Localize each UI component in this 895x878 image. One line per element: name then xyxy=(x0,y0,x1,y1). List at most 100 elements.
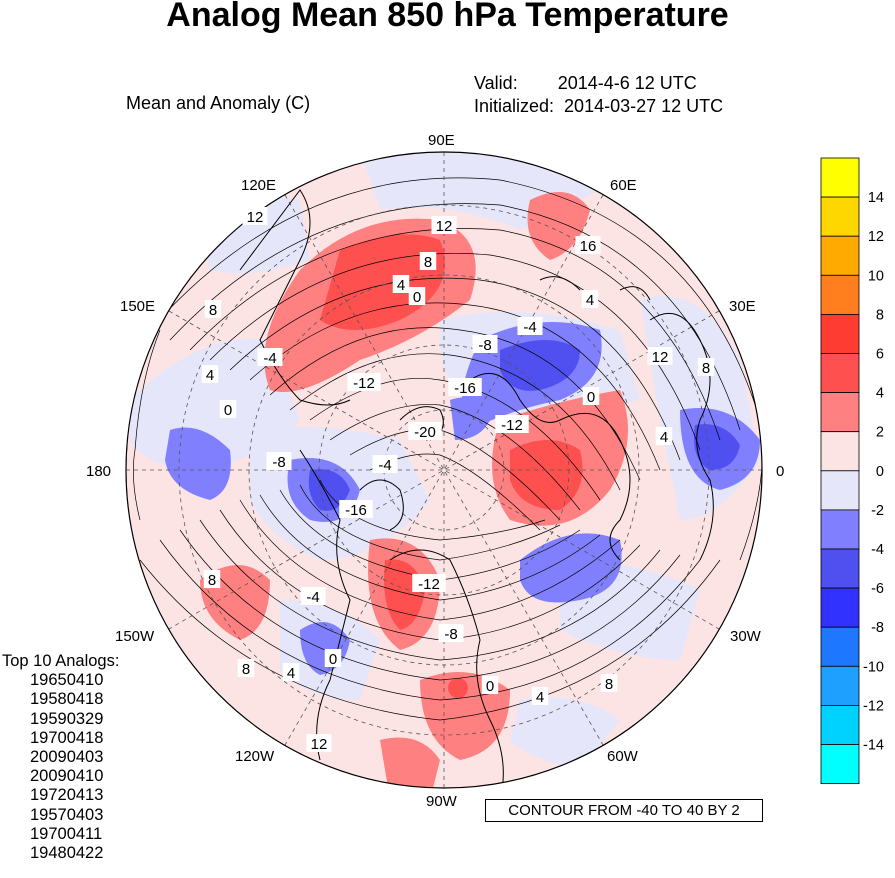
contour-label-text: 8 xyxy=(209,302,217,319)
chart-subtitle: Mean and Anomaly (C) xyxy=(126,93,311,113)
graticule xyxy=(126,152,762,788)
contour-label-bg xyxy=(339,500,373,518)
contour-label-text: -16 xyxy=(345,502,367,519)
colorbar-label: 2 xyxy=(876,425,884,441)
contour-label-bg xyxy=(419,252,437,270)
negative-anomaly-areas xyxy=(165,322,760,675)
colorbar-box xyxy=(820,392,860,433)
analog-list: Top 10 Analogs: 19650410 19580418 195903… xyxy=(0,652,160,863)
analog-date: 19700418 xyxy=(30,728,104,747)
contour-label-bg xyxy=(531,687,549,705)
analog-date: 19480422 xyxy=(30,844,104,863)
contour-label-text: -16 xyxy=(454,380,476,397)
contour-label-text: 12 xyxy=(311,736,328,753)
contour-label-bg xyxy=(324,649,342,667)
analog-date: 19720413 xyxy=(30,786,104,805)
contour-label-text: 0 xyxy=(329,651,337,668)
contour-label-bg xyxy=(412,574,446,592)
contour-label: 0 xyxy=(324,649,342,668)
contour-label: 4 xyxy=(392,275,410,294)
lon-label-150w: 150W xyxy=(115,628,155,645)
contour-label-bg xyxy=(431,216,457,234)
contour-label: 8 xyxy=(600,674,618,693)
contour-label-text: -8 xyxy=(444,626,457,643)
colorbar-box xyxy=(820,744,860,784)
lon-label-150e: 150E xyxy=(120,298,155,315)
contour-label-bg xyxy=(347,373,381,391)
colorbar-label: 14 xyxy=(868,190,884,206)
chart-title: Analog Mean 850 hPa Temperature xyxy=(166,0,729,34)
colorbar-label: 0 xyxy=(876,464,884,480)
contour-label-text: -4 xyxy=(263,350,276,367)
lon-label-0: 0 xyxy=(776,463,784,480)
colorbar-label: 12 xyxy=(868,229,884,245)
contour-label-text: 12 xyxy=(436,218,453,235)
colorbar-box xyxy=(820,705,860,745)
colorbar-label: -10 xyxy=(863,659,884,675)
contour-label-bg xyxy=(408,287,426,305)
colorbar-box xyxy=(820,548,860,589)
contour-label-bg xyxy=(237,659,255,677)
contour-label-text: -4 xyxy=(378,457,391,474)
contour-label: 4 xyxy=(581,290,599,309)
contour-label-bg xyxy=(581,290,599,308)
contour-label: 12 xyxy=(431,216,457,235)
contour-label-text: 4 xyxy=(586,292,594,309)
contour-label-bg xyxy=(517,317,543,335)
contour-label-text: 4 xyxy=(660,429,668,446)
contour-label-bg xyxy=(697,358,715,376)
contour-interval-note: CONTOUR FROM -40 TO 40 BY 2 xyxy=(485,799,763,822)
contour-label: -8 xyxy=(438,624,464,643)
contour-label-bg xyxy=(219,400,237,418)
contour-label: 0 xyxy=(582,387,600,406)
analog-date: 19650410 xyxy=(30,671,104,690)
lon-label-90w: 90W xyxy=(426,793,458,810)
contour-label-text: 12 xyxy=(247,209,264,226)
contour-label: -4 xyxy=(300,587,326,606)
lon-label-90e: 90E xyxy=(428,132,455,149)
contour-label-text: 8 xyxy=(208,572,216,589)
contour-label-bg xyxy=(242,207,268,225)
contour-label: -16 xyxy=(448,378,482,397)
contour-label-text: 0 xyxy=(587,389,595,406)
colorbar-label: 10 xyxy=(868,268,884,284)
longitude-labels: 90E 60E 30E 0 30W 60W 90W 120W 150W 180 … xyxy=(86,132,784,810)
colorbar-box xyxy=(820,353,860,393)
contour-label-bg xyxy=(282,663,300,681)
lon-label-60w: 60W xyxy=(607,748,639,765)
contour-label: -4 xyxy=(372,455,398,474)
colorbar-label: 4 xyxy=(876,386,884,402)
contour-label-text: -8 xyxy=(272,454,285,471)
contour-label: 8 xyxy=(697,358,715,377)
colorbar-box xyxy=(820,313,860,354)
contour-label-bg xyxy=(201,365,219,383)
contour-label-bg xyxy=(647,347,673,365)
colorbar-box xyxy=(820,235,860,276)
colorbar-box xyxy=(820,157,860,198)
contour-label: 16 xyxy=(575,236,601,255)
contour-label-bg xyxy=(392,275,410,293)
lon-label-30w: 30W xyxy=(730,628,762,645)
contour-label-text: 4 xyxy=(287,665,295,682)
contour-label-bg xyxy=(372,455,398,473)
colorbar-label: 8 xyxy=(876,307,884,323)
lon-label-30e: 30E xyxy=(729,298,756,315)
contour-label: 8 xyxy=(237,659,255,678)
contour-label-text: -20 xyxy=(414,424,436,441)
contour-label: 4 xyxy=(655,427,673,446)
colorbar-label: 6 xyxy=(876,347,884,363)
contour-label-text: 8 xyxy=(424,254,432,271)
contour-label-text: -12 xyxy=(353,375,375,392)
contour-label-bg xyxy=(472,335,498,353)
contour-label: 0 xyxy=(481,676,499,695)
contour-label-text: 12 xyxy=(652,349,669,366)
contour-label: 8 xyxy=(203,570,221,589)
contour-label-bg xyxy=(204,300,222,318)
contour-label: -4 xyxy=(257,348,283,367)
lon-label-120e: 120E xyxy=(241,177,276,194)
contour-label-bg xyxy=(203,570,221,588)
colorbar-box xyxy=(820,626,860,667)
colorbar-label: -6 xyxy=(871,581,884,597)
